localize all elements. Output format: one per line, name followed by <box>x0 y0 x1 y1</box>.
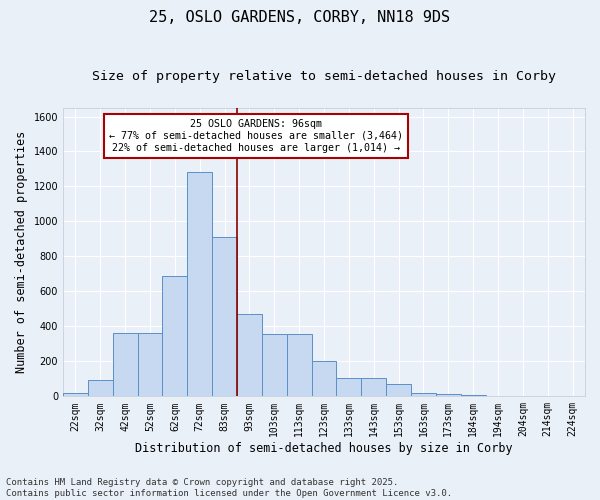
Text: 25, OSLO GARDENS, CORBY, NN18 9DS: 25, OSLO GARDENS, CORBY, NN18 9DS <box>149 10 451 25</box>
Text: 25 OSLO GARDENS: 96sqm
← 77% of semi-detached houses are smaller (3,464)
22% of : 25 OSLO GARDENS: 96sqm ← 77% of semi-det… <box>109 120 403 152</box>
Bar <box>287 334 311 396</box>
Bar <box>386 384 411 396</box>
Title: Size of property relative to semi-detached houses in Corby: Size of property relative to semi-detach… <box>92 70 556 83</box>
Bar <box>137 334 163 396</box>
Y-axis label: Number of semi-detached properties: Number of semi-detached properties <box>15 131 28 373</box>
Bar <box>361 378 386 396</box>
Bar <box>113 334 137 396</box>
Bar <box>262 334 287 396</box>
Text: Contains HM Land Registry data © Crown copyright and database right 2025.
Contai: Contains HM Land Registry data © Crown c… <box>6 478 452 498</box>
Bar <box>163 276 187 396</box>
Bar <box>436 394 461 396</box>
Bar <box>411 393 436 396</box>
X-axis label: Distribution of semi-detached houses by size in Corby: Distribution of semi-detached houses by … <box>135 442 513 455</box>
Bar <box>63 393 88 396</box>
Bar <box>88 380 113 396</box>
Bar <box>337 378 361 396</box>
Bar <box>237 314 262 396</box>
Bar <box>187 172 212 396</box>
Bar <box>311 362 337 396</box>
Bar <box>212 237 237 396</box>
